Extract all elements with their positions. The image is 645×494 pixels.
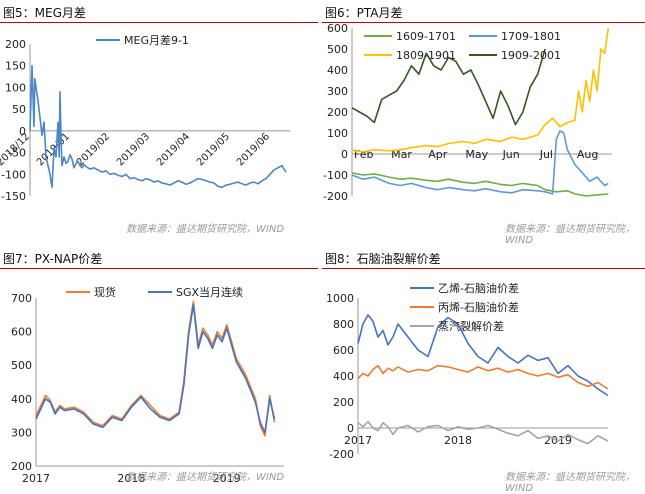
y-tick-label: 50 <box>12 103 26 116</box>
title-rule <box>322 22 645 23</box>
y-tick-label: -150 <box>1 190 26 203</box>
series-line <box>351 27 610 153</box>
series-line <box>29 64 287 189</box>
legend-label: 现货 <box>94 285 116 299</box>
x-tick-label: May <box>465 148 488 161</box>
y-tick-label: 200 <box>11 460 32 473</box>
y-tick-label: 500 <box>11 359 32 372</box>
series-line <box>351 172 609 197</box>
chart-title: 图7：PX-NAP价差 <box>3 252 103 266</box>
chart-panel-naphtha: 图8：石脑油裂解价差 1000 800 600 400 200 0 -200 2017 2018… <box>322 246 645 494</box>
y-tick-label: 0 <box>347 422 354 435</box>
chart-panel-pta: 图6：PTA月差 600 500 400 300 200 100 0 -100 -200 Feb M… <box>322 0 645 246</box>
x-tick-label: 2019/04 <box>155 131 192 168</box>
title-rule <box>0 22 318 23</box>
y-tick-label: 1000 <box>326 292 354 305</box>
source-note: 数据来源：盛达期货研究院，WIND <box>126 472 285 483</box>
source-note: 数据来源：盛达期货研究院，WIND <box>505 224 635 246</box>
y-tick-label: 150 <box>5 60 26 73</box>
x-tick-label: Apr <box>428 148 448 161</box>
x-tick-label: 2018 <box>117 472 145 485</box>
y-tick-label: 100 <box>5 81 26 94</box>
legend-label: 1609-1701 <box>396 30 456 43</box>
series-line <box>357 364 609 390</box>
y-tick-label: 0 <box>341 148 348 161</box>
legend-label: 1809-1901 <box>396 49 456 62</box>
y-tick-label: 400 <box>333 370 354 383</box>
series-line <box>35 300 276 437</box>
x-tick-label: 2019/02 <box>75 131 112 168</box>
x-tick-label: 2018/12 <box>0 131 32 168</box>
y-tick-label: -200 <box>323 190 348 203</box>
x-tick-label: Aug <box>577 148 598 161</box>
source-note: 数据来源：盛达期货研究院，WIND <box>126 224 285 235</box>
y-tick-label: -200 <box>329 448 354 461</box>
source-note: 数据来源：盛达期货研究院，WIND <box>505 472 635 494</box>
y-tick-label: 0 <box>19 125 26 138</box>
legend-label: MEG月差9-1 <box>124 33 189 47</box>
y-tick-label: 200 <box>5 38 26 51</box>
series-line <box>351 48 546 126</box>
legend-label: SGX当月连续 <box>176 285 243 299</box>
y-tick-label: -100 <box>1 168 26 181</box>
chart-title: 图6：PTA月差 <box>325 6 403 20</box>
y-tick-label: 800 <box>333 318 354 331</box>
x-tick-label: Jun <box>502 148 520 161</box>
x-tick-label: 2019/06 <box>235 131 272 168</box>
y-tick-label: 400 <box>11 393 32 406</box>
y-tick-label: 400 <box>327 64 348 77</box>
y-tick-label: 600 <box>333 344 354 357</box>
y-tick-label: 200 <box>327 106 348 119</box>
legend-label: 1709-1801 <box>501 30 561 43</box>
x-tick-label: 2017 <box>344 434 372 447</box>
legend-label: 丙烯-石脑油价差 <box>438 300 519 314</box>
y-tick-label: 600 <box>11 326 32 339</box>
y-tick-label: 300 <box>327 85 348 98</box>
series-line <box>35 303 276 434</box>
chart-title: 图8：石脑油裂解价差 <box>325 252 441 266</box>
y-tick-label: -50 <box>8 147 26 160</box>
x-tick-label: 2019/05 <box>195 131 232 168</box>
x-tick-label: 2018 <box>444 434 472 447</box>
x-tick-label: Jul <box>539 148 553 161</box>
y-tick-label: 700 <box>11 292 32 305</box>
chart-title: 图5：MEG月差 <box>3 6 86 20</box>
y-tick-label: -100 <box>323 169 348 182</box>
x-tick-label: Mar <box>391 148 412 161</box>
series-line <box>357 314 609 397</box>
chart-panel-px: 图7：PX-NAP价差 700 600 500 400 300 200 2017 2018 20… <box>0 246 322 488</box>
x-tick-label: 2019 <box>213 472 241 485</box>
legend-label: 1909-2001 <box>501 49 561 62</box>
title-rule <box>322 268 645 269</box>
y-tick-label: 200 <box>333 396 354 409</box>
series-line <box>357 420 609 445</box>
series-line <box>351 130 609 195</box>
title-rule <box>0 268 318 269</box>
legend-label: 乙烯-石脑油价差 <box>438 281 519 295</box>
y-tick-label: 600 <box>327 24 348 35</box>
y-tick-label: 300 <box>11 426 32 439</box>
chart-panel-meg: 图5：MEG月差 200 150 100 50 0 -50 -100 -150 2018/12 2… <box>0 0 322 244</box>
x-tick-label: 2019/03 <box>115 131 152 168</box>
y-tick-label: 500 <box>327 43 348 56</box>
legend-label: 蒸汽裂解价差 <box>438 319 504 333</box>
y-tick-label: 100 <box>327 127 348 140</box>
x-tick-label: 2017 <box>22 472 50 485</box>
